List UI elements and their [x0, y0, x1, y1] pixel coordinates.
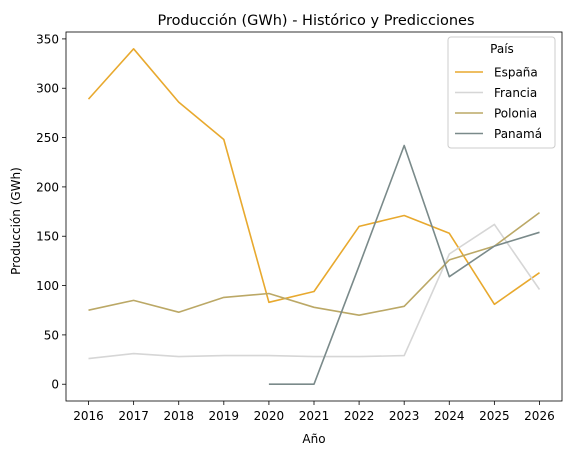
legend-label: Francia	[494, 86, 537, 100]
x-tick-label: 2026	[524, 409, 555, 423]
y-tick-label: 200	[36, 180, 59, 194]
series-line-españa	[87, 47, 540, 306]
y-tick-label: 250	[36, 131, 59, 145]
x-tick-label: 2025	[479, 409, 510, 423]
legend-box	[447, 36, 556, 149]
y-tick-label: 0	[51, 378, 59, 392]
y-tick-label: 350	[36, 32, 59, 46]
x-tick-label: 2017	[118, 409, 149, 423]
series-line-polonia	[88, 211, 540, 317]
series-line-panamá	[268, 144, 540, 386]
y-tick-label: 300	[36, 82, 59, 96]
y-tick-label: 50	[44, 328, 59, 342]
legend: País España Francia Polonia Panamá	[447, 36, 556, 149]
x-tick-label: 2023	[389, 409, 420, 423]
y-axis-label: Producción (GWh)	[9, 167, 23, 275]
legend-label: España	[494, 66, 538, 80]
legend-label: Polonia	[494, 107, 537, 121]
series-line-francia	[88, 223, 541, 360]
x-tick-label: 2020	[254, 409, 285, 423]
x-tick-label: 2024	[434, 409, 465, 423]
legend-label: Panamá	[494, 127, 542, 141]
x-tick-label: 2018	[163, 409, 194, 423]
x-tick-label: 2022	[344, 409, 375, 423]
y-tick-label: 100	[36, 279, 59, 293]
x-axis-label: Año	[302, 432, 325, 446]
chart-title: Producción (GWh) - Histórico y Prediccio…	[157, 13, 474, 29]
y-tick-label: 150	[36, 230, 59, 244]
plot-area: 0 50 100 150 200 250 300 350 2016 2017 2018 2019 202…	[36, 31, 563, 423]
x-tick-label: 2019	[209, 409, 240, 423]
x-tick-label: 2016	[73, 409, 104, 423]
x-tick-label: 2021	[299, 409, 330, 423]
legend-title: País	[490, 42, 514, 56]
